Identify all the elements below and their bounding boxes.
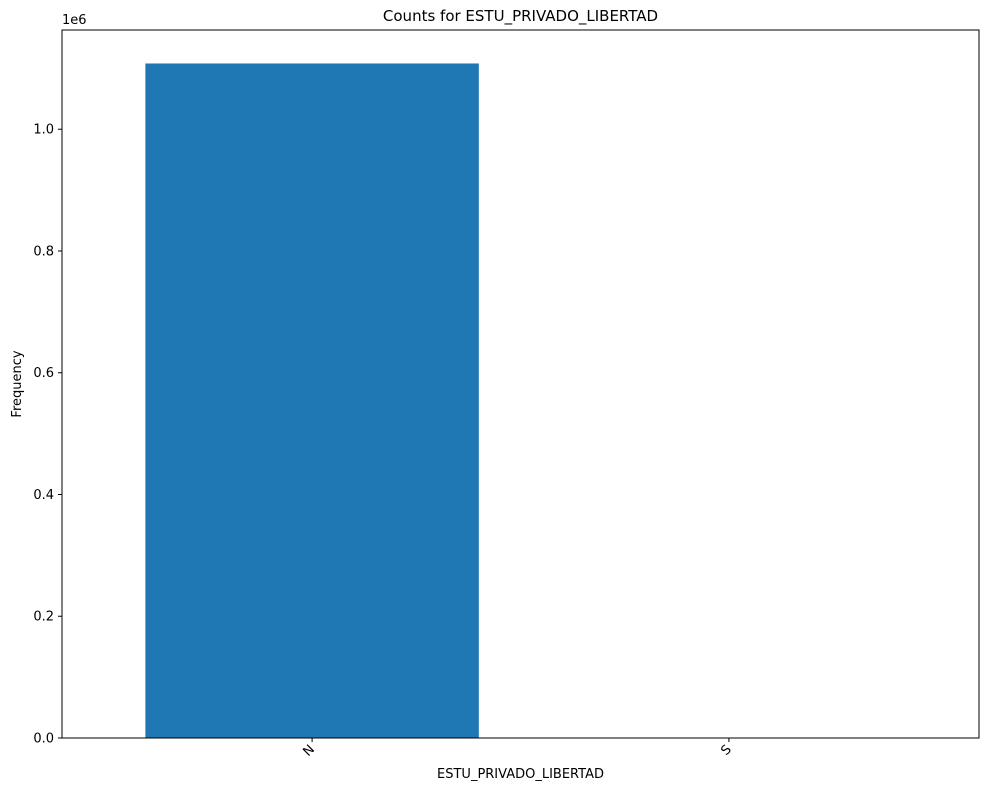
y-tick-label: 0.0 [33, 732, 54, 747]
y-axis-offset-label: 1e6 [62, 13, 87, 28]
bars-group [145, 63, 896, 739]
y-tick-label: 0.4 [33, 488, 54, 503]
x-axis-label: ESTU_PRIVADO_LIBERTAD [437, 767, 604, 782]
plot-frame [61, 29, 980, 739]
y-axis-label: Frequency [10, 350, 25, 417]
y-tick-label: 0.2 [33, 610, 54, 625]
chart-title: Counts for ESTU_PRIVADO_LIBERTAD [383, 7, 658, 26]
x-tick-label: S [718, 742, 734, 758]
y-ticks-group: 0.0 0.2 0.4 0.6 0.8 1.0 [33, 123, 62, 747]
y-tick-label: 0.6 [33, 366, 54, 381]
x-tick-label: N [300, 742, 317, 759]
y-tick-label: 1.0 [33, 123, 54, 138]
bar-N [145, 63, 479, 739]
y-tick-label: 0.8 [33, 244, 54, 259]
